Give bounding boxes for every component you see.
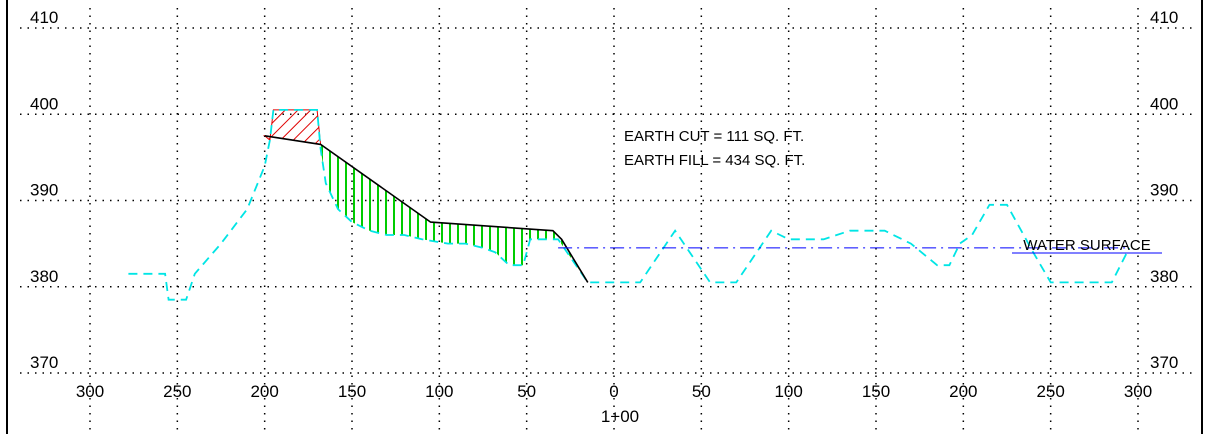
x-tick-label: 50 [517,382,536,401]
grid-layer [20,8,1196,430]
y-tick-label-left: 380 [30,267,58,286]
x-tick-label: 0 [609,382,618,401]
y-tick-label-right: 410 [1150,8,1178,27]
existing-ground-line [128,109,1131,301]
y-tick-label-left: 390 [30,181,58,200]
x-tick-label: 150 [862,382,890,401]
section-lines [128,109,1131,301]
cut-fill-areas [262,109,588,283]
y-tick-label-right: 370 [1150,353,1178,372]
x-tick-label: 250 [163,382,191,401]
x-tick-label: 100 [774,382,802,401]
x-tick-label: 200 [949,382,977,401]
y-tick-label-left: 400 [30,94,58,113]
proposed-section-line [264,135,589,283]
water-surface-label: WATER SURFACE [1023,237,1151,254]
earth-cut-annotation: EARTH CUT = 111 SQ. FT. [624,128,804,145]
x-tick-label: 200 [250,382,278,401]
axis-labels: 410 410 400 400 390 390 380 380 370 370 300 250 200 1… [30,8,1178,401]
x-tick-label: 100 [425,382,453,401]
y-tick-label-left: 410 [30,8,58,27]
x-tick-label: 50 [692,382,711,401]
x-tick-label: 300 [76,382,104,401]
x-tick-label: 300 [1124,382,1152,401]
y-tick-label-right: 400 [1150,94,1178,113]
x-tick-label: 150 [338,382,366,401]
earth-fill-area [320,144,588,283]
y-tick-label-right: 390 [1150,181,1178,200]
station-label: 1+00 [601,407,639,426]
x-tick-label: 250 [1036,382,1064,401]
earth-fill-annotation: EARTH FILL = 434 SQ. FT. [624,152,805,169]
y-tick-label-left: 370 [30,353,58,372]
y-tick-label-right: 380 [1150,267,1178,286]
